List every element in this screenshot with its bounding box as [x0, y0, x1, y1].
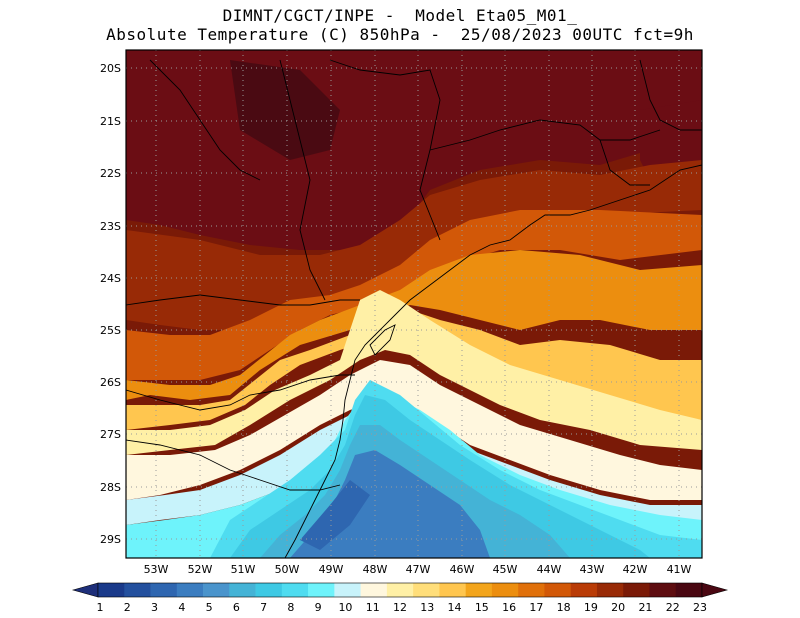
colorbar-label: 17	[529, 601, 543, 614]
colorbar-label: 11	[366, 601, 380, 614]
colorbar-label: 21	[638, 601, 652, 614]
colorbar-swatch	[308, 583, 335, 597]
colorbar-swatch	[334, 583, 361, 597]
colorbar-label: 14	[448, 601, 462, 614]
colorbar-label: 18	[557, 601, 571, 614]
lat-label: 27S	[100, 428, 121, 441]
colorbar-left-arrow	[71, 582, 99, 598]
colorbar-swatch	[544, 583, 571, 597]
colorbar-swatch	[229, 583, 256, 597]
colorbar-swatch	[281, 583, 309, 597]
borders	[126, 59, 702, 558]
map-title-line2: Absolute Temperature (C) 850hPa - 25/08/…	[106, 25, 694, 44]
map-frame	[125, 49, 703, 559]
map-title-line1: DIMNT/CGCT/INPE - Model Eta05_M01_	[222, 6, 578, 25]
colorbar-swatch	[255, 583, 283, 597]
border-sp-pr	[126, 294, 360, 306]
colorbar-label: 10	[338, 601, 352, 614]
colorbar-swatch	[439, 583, 466, 597]
colorbar-label: 23	[693, 601, 707, 614]
lon-label: 44W	[537, 563, 562, 576]
lon-label: 41W	[667, 563, 692, 576]
lon-label: 50W	[275, 563, 300, 576]
lat-label: 20S	[100, 62, 121, 75]
colorbar-swatch	[623, 583, 650, 597]
border-sc-rs	[126, 439, 341, 491]
colorbar-swatch	[491, 583, 519, 597]
paranagua-bay	[369, 324, 396, 356]
lon-label: 42W	[623, 563, 648, 576]
colorbar-label: 3	[151, 601, 158, 614]
colorbar-swatch	[465, 583, 493, 597]
colorbar-swatch	[176, 583, 204, 597]
lon-label: 49W	[319, 563, 344, 576]
border-pr-sc	[126, 374, 355, 411]
colorbar-swatch	[518, 583, 545, 597]
lon-label: 47W	[406, 563, 431, 576]
colorbar-label: 19	[584, 601, 598, 614]
border-ms-go	[149, 59, 261, 181]
lat-label: 24S	[100, 272, 121, 285]
lon-label: 48W	[363, 563, 388, 576]
lat-label: 22S	[100, 167, 121, 180]
colorbar-label: 1	[97, 601, 104, 614]
colorbar-label: 6	[233, 601, 240, 614]
colorbar-swatch	[386, 583, 414, 597]
colorbar-swatch	[150, 583, 178, 597]
border-mg-es	[639, 59, 702, 131]
lat-label: 29S	[100, 533, 121, 546]
colorbar-swatch	[570, 583, 598, 597]
gridlines	[126, 50, 702, 558]
coastline	[284, 164, 702, 558]
lon-label: 46W	[450, 563, 475, 576]
lat-label: 23S	[100, 220, 121, 233]
colorbar-label: 16	[502, 601, 516, 614]
colorbar-label: 2	[124, 601, 131, 614]
colorbar-swatch	[649, 583, 677, 597]
colorbar-swatch	[413, 583, 440, 597]
colorbar-swatch	[596, 583, 624, 597]
lon-label: 52W	[188, 563, 213, 576]
colorbar-label: 13	[420, 601, 434, 614]
lat-label: 25S	[100, 324, 121, 337]
lon-label: 51W	[231, 563, 256, 576]
colorbar-swatch	[360, 583, 388, 597]
lat-label: 21S	[100, 115, 121, 128]
colorbar-swatch	[675, 583, 703, 597]
colorbar-label: 22	[666, 601, 680, 614]
latitude-labels: 20S 21S 22S 23S 24S 25S 26S 27S 28S 29S	[100, 62, 121, 546]
colorbar-label: 8	[287, 601, 294, 614]
colorbar-label: 15	[475, 601, 489, 614]
colorbar-label: 20	[611, 601, 625, 614]
colorbar-label: 4	[178, 601, 185, 614]
colorbar-label: 5	[206, 601, 213, 614]
border-rj-es	[599, 139, 650, 186]
colorbar-swatch	[124, 583, 151, 597]
border-mg-rj	[429, 119, 661, 151]
colorbar-label: 7	[260, 601, 267, 614]
colorbar-right-arrow	[701, 582, 729, 598]
border-sp-mg	[329, 59, 441, 241]
lon-label: 43W	[580, 563, 605, 576]
lon-label: 45W	[493, 563, 518, 576]
colorbar: 1 2 3 4 5 6 7 8 9 10 11 12 13 14 15 16 17 18 19 20 21 22 23	[71, 582, 729, 614]
longitude-labels: 53W 52W 51W 50W 49W 48W 47W 46W 45W 44W …	[144, 563, 692, 576]
lon-label: 53W	[144, 563, 169, 576]
colorbar-label: 12	[393, 601, 407, 614]
colorbar-swatch	[98, 583, 125, 597]
lat-label: 28S	[100, 481, 121, 494]
lat-label: 26S	[100, 376, 121, 389]
temperature-field	[126, 50, 702, 558]
colorbar-swatch	[203, 583, 230, 597]
colorbar-label: 9	[315, 601, 322, 614]
border-ms-pr	[279, 59, 326, 301]
